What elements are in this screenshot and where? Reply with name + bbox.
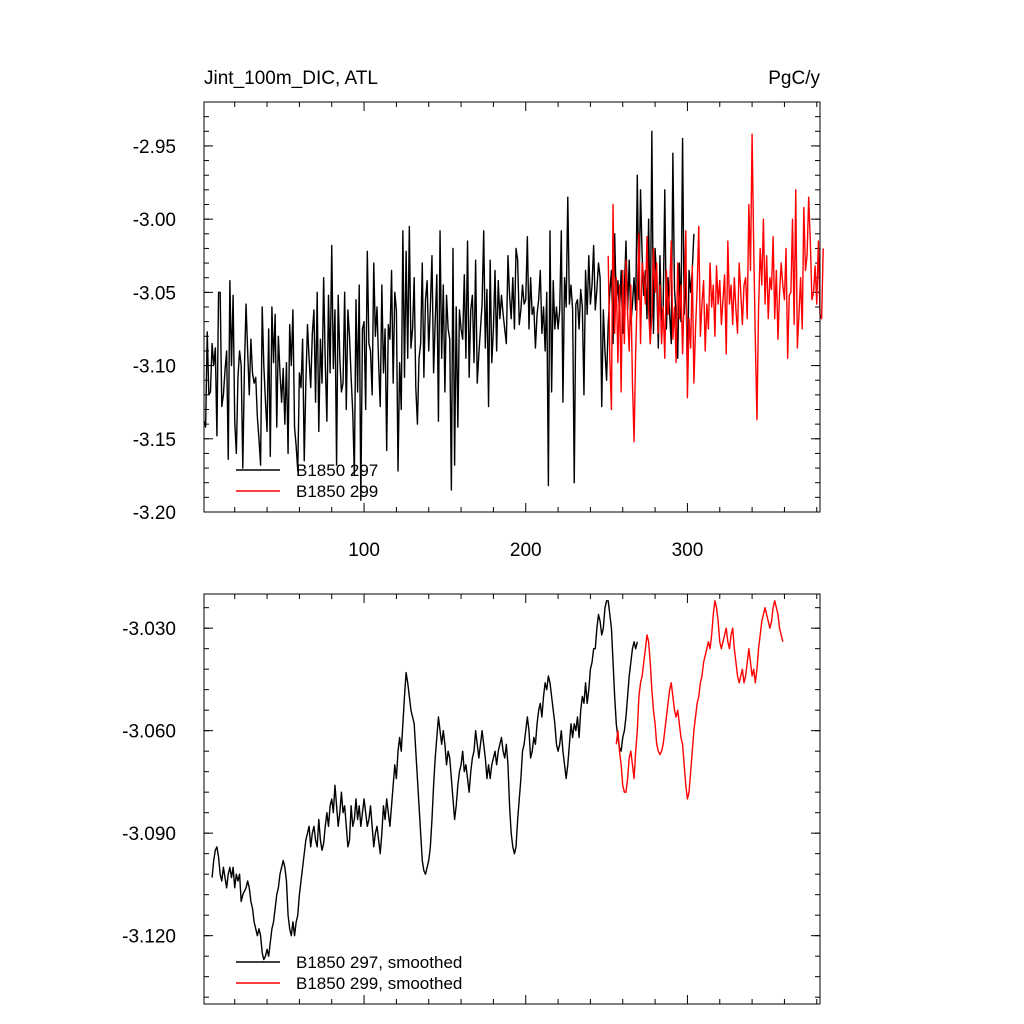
- bottom-legend: B1850 297, smoothed B1850 299, smoothed: [236, 953, 462, 993]
- y-tick-label: -2.95: [133, 137, 176, 158]
- series-line-b1850-299-smoothed: [615, 600, 784, 800]
- units-label: PgC/y: [768, 68, 820, 89]
- y-tick-label: -3.10: [133, 357, 176, 378]
- bottom-panel: -3.120 -3.090 -3.060 -3.030 B1850 297, smoo…: [122, 593, 821, 1005]
- y-tick-label: -3.05: [133, 283, 176, 304]
- x-tick-label: 200: [510, 540, 542, 561]
- bottom-axes-ticks: -3.120 -3.090 -3.060 -3.030: [122, 594, 820, 1004]
- bottom-plot-frame: [203, 593, 821, 1005]
- chart-title: Jint_100m_DIC, ATL: [204, 68, 378, 89]
- y-tick-label: -3.090: [122, 824, 176, 845]
- x-tick-label: 100: [348, 540, 380, 561]
- y-tick-label: -3.00: [133, 210, 176, 231]
- legend-label-297: B1850 297: [296, 461, 378, 480]
- y-tick-label: -3.030: [122, 619, 176, 640]
- series-line-b1850-297-smoothed: [211, 600, 638, 961]
- top-series-lines: [203, 130, 824, 501]
- y-tick-label: -3.060: [122, 722, 176, 743]
- x-tick-label: 300: [672, 540, 704, 561]
- bottom-series-lines: [211, 600, 784, 961]
- top-legend: B1850 297 B1850 299: [236, 461, 378, 501]
- top-axes-ticks: 100 200 300 -3.20 -3.15 -3.10 -3.05 -3.00 -2.95: [133, 101, 820, 561]
- y-tick-label: -3.20: [133, 503, 176, 524]
- y-tick-label: -3.120: [122, 927, 176, 948]
- legend-label-299: B1850 299: [296, 482, 378, 501]
- top-panel: Jint_100m_DIC, ATL PgC/y 100 200 300 -3.20 -…: [133, 68, 824, 561]
- series-line-b1850-299: [607, 133, 824, 443]
- legend-label-297-smoothed: B1850 297, smoothed: [296, 953, 462, 972]
- legend-label-299-smoothed: B1850 299, smoothed: [296, 974, 462, 993]
- top-plot-frame: [203, 101, 821, 513]
- y-tick-label: -3.15: [133, 430, 176, 451]
